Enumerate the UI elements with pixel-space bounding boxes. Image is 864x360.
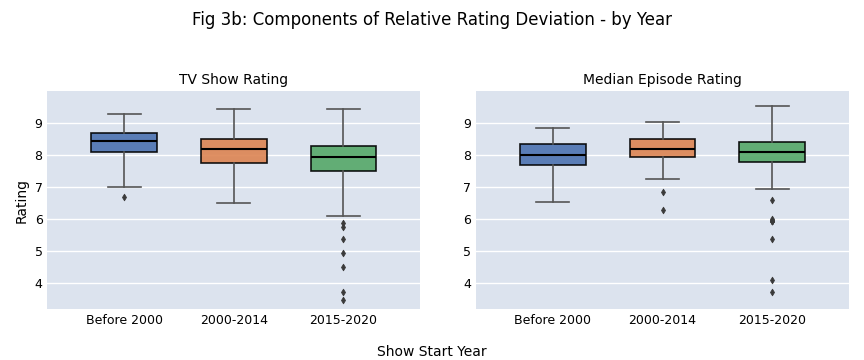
Text: Show Start Year: Show Start Year: [378, 345, 486, 359]
PathPatch shape: [201, 139, 267, 163]
PathPatch shape: [740, 143, 805, 162]
PathPatch shape: [520, 144, 586, 165]
PathPatch shape: [310, 146, 377, 171]
Title: TV Show Rating: TV Show Rating: [179, 73, 289, 87]
Y-axis label: Rating: Rating: [15, 177, 29, 222]
PathPatch shape: [92, 133, 157, 152]
Text: Fig 3b: Components of Relative Rating Deviation - by Year: Fig 3b: Components of Relative Rating De…: [192, 11, 672, 29]
PathPatch shape: [630, 139, 696, 157]
Title: Median Episode Rating: Median Episode Rating: [583, 73, 742, 87]
